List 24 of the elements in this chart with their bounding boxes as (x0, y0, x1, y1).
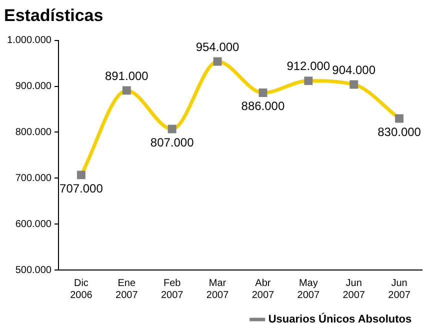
chart-title: Estadísticas (4, 6, 104, 25)
data-label: 807.000 (150, 135, 194, 150)
data-label: 954.000 (196, 40, 240, 54)
x-tick-label: Abr 2007 (252, 278, 275, 301)
y-tick-label: 700.000 (15, 172, 52, 184)
x-tick-label: Dic 2006 (70, 278, 93, 301)
data-label: 707.000 (60, 181, 104, 196)
data-label: 891.000 (104, 68, 149, 83)
data-label: 912.000 (286, 59, 330, 74)
x-tick-label: Jun 2007 (342, 278, 366, 301)
x-tick-label: May 2007 (297, 278, 320, 301)
y-tick-label: 900.000 (15, 81, 52, 92)
y-tick-label: 500.000 (15, 264, 52, 276)
x-tick-label: Jun 2007 (388, 278, 411, 301)
data-label: 904.000 (332, 62, 376, 77)
data-label: 830.000 (378, 124, 422, 139)
x-tick-label: Ene 2007 (116, 278, 138, 301)
y-tick-label: 800.000 (15, 126, 52, 138)
y-tick-label: 600.000 (15, 218, 52, 230)
y-tick-label: 1.000.000 (6, 35, 52, 46)
legend-label: Usuarios Únicos Absolutos (268, 312, 412, 326)
x-tick-label: Feb 2007 (160, 278, 184, 301)
x-tick-label: Mar 2007 (206, 278, 230, 301)
data-label: 886.000 (241, 99, 285, 114)
